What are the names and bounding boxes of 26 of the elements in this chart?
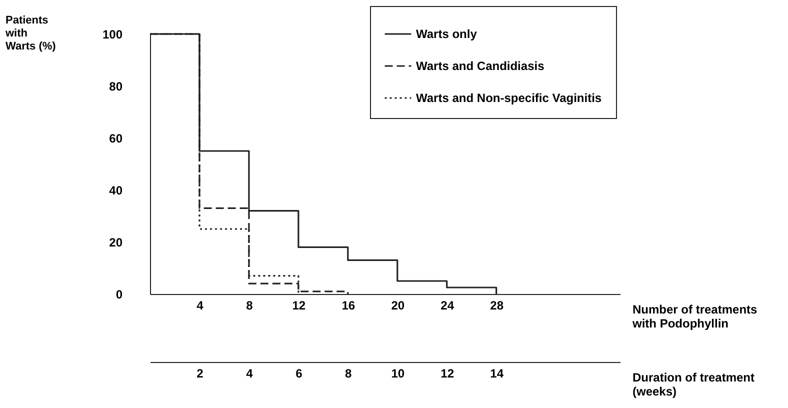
- y-tick-label: 20: [109, 236, 123, 250]
- x-tick-label: 8: [246, 298, 254, 312]
- x-axis-title: Number of treatments with Podophyllin: [632, 302, 758, 330]
- x-tick-label: 24: [440, 298, 454, 312]
- x2-axis-title: Duration of treatment (weeks): [632, 370, 755, 398]
- y-tick-label: 100: [102, 28, 123, 42]
- x2-tick-label: 10: [391, 366, 405, 380]
- y-tick-label: 60: [109, 132, 123, 146]
- y-tick-label: 80: [109, 80, 123, 94]
- x2-tick-label: 2: [196, 366, 204, 380]
- x2-tick-label: 6: [296, 366, 303, 380]
- x2-tick-label: 14: [490, 366, 504, 380]
- y-axis-title: Patients with Warts (%): [4, 14, 56, 52]
- x2-tick-label: 12: [440, 366, 454, 380]
- x-tick-label: 20: [391, 298, 405, 312]
- x-tick-label: 4: [196, 298, 204, 312]
- legend-label: Warts only: [416, 27, 478, 41]
- x-tick-label: 12: [292, 298, 306, 312]
- x-tick-label: 28: [490, 298, 504, 312]
- legend-label: Warts and Non-specific Vaginitis: [416, 91, 602, 105]
- x-tick-label: 16: [342, 298, 356, 312]
- y-tick-label: 40: [109, 184, 123, 198]
- x2-tick-label: 4: [246, 366, 254, 380]
- x2-tick-label: 8: [345, 366, 352, 380]
- legend-label: Warts and Candidiasis: [416, 59, 545, 73]
- y-tick-label: 0: [116, 288, 123, 302]
